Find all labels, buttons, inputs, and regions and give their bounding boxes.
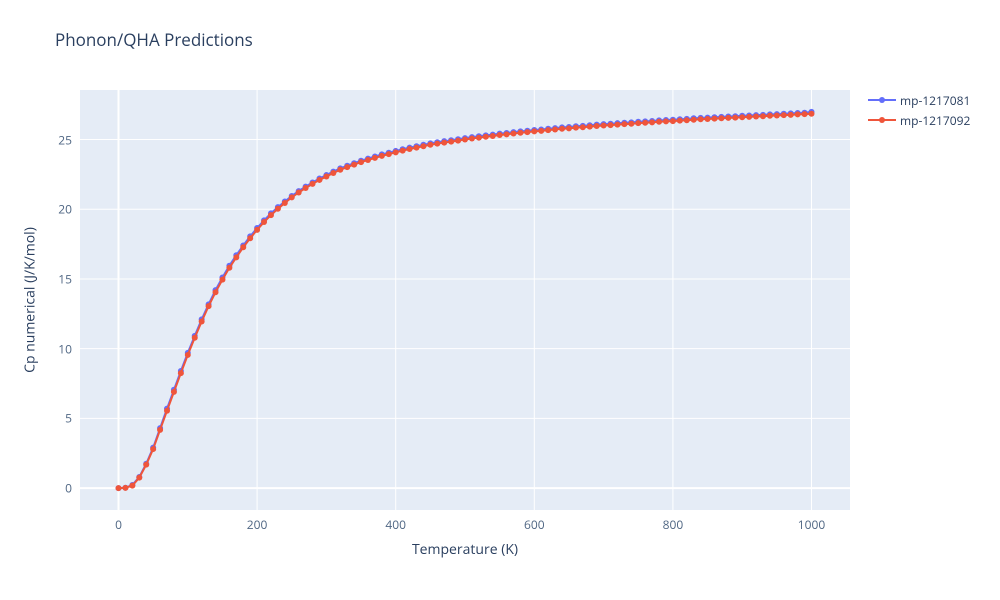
x-tick: 0	[115, 516, 122, 533]
x-tick: 1000	[798, 516, 825, 533]
legend-item[interactable]: mp-1217081	[868, 90, 970, 110]
legend-swatch	[868, 94, 896, 106]
x-axis-label: Temperature (K)	[412, 540, 518, 559]
y-tick: 20	[58, 201, 72, 218]
x-tick: 200	[247, 516, 268, 533]
x-tick: 400	[385, 516, 406, 533]
plot-area[interactable]	[80, 90, 850, 510]
x-tick: 600	[524, 516, 545, 533]
y-tick: 0	[65, 480, 72, 497]
chart-container: Phonon/QHA Predictions 02004006008001000…	[0, 0, 1000, 600]
y-tick: 10	[58, 340, 72, 357]
chart-title: Phonon/QHA Predictions	[55, 28, 253, 51]
legend-label: mp-1217081	[900, 92, 970, 109]
legend[interactable]: mp-1217081 mp-1217092	[868, 90, 970, 130]
legend-swatch	[868, 114, 896, 126]
x-tick: 800	[663, 516, 684, 533]
legend-label: mp-1217092	[900, 112, 970, 129]
y-tick: 25	[58, 131, 72, 148]
y-tick: 5	[65, 410, 72, 427]
y-axis-label: Cp numerical (J/K/mol)	[21, 227, 40, 373]
y-tick: 15	[58, 270, 72, 287]
legend-item[interactable]: mp-1217092	[868, 110, 970, 130]
